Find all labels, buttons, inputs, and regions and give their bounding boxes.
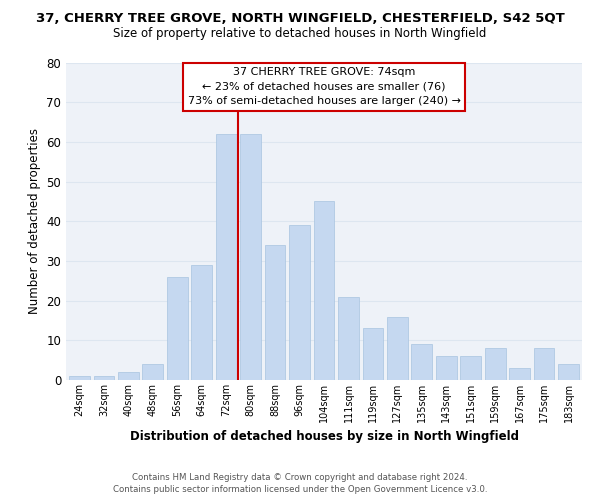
Bar [558,364,579,380]
Bar [460,356,481,380]
Bar [118,372,139,380]
Text: 37, CHERRY TREE GROVE, NORTH WINGFIELD, CHESTERFIELD, S42 5QT: 37, CHERRY TREE GROVE, NORTH WINGFIELD, … [35,12,565,26]
Bar [289,225,310,380]
X-axis label: Distribution of detached houses by size in North Wingfield: Distribution of detached houses by size … [130,430,518,444]
Bar [265,245,286,380]
Bar [338,296,359,380]
Text: 37 CHERRY TREE GROVE: 74sqm
← 23% of detached houses are smaller (76)
73% of sem: 37 CHERRY TREE GROVE: 74sqm ← 23% of det… [187,68,461,106]
Bar [436,356,457,380]
Bar [167,277,188,380]
Bar [69,376,90,380]
Bar [534,348,554,380]
Bar [216,134,236,380]
Bar [485,348,506,380]
Bar [142,364,163,380]
Bar [240,134,261,380]
Text: Contains HM Land Registry data © Crown copyright and database right 2024.
Contai: Contains HM Land Registry data © Crown c… [113,473,487,494]
Bar [362,328,383,380]
Bar [94,376,114,380]
Bar [191,265,212,380]
Text: Size of property relative to detached houses in North Wingfield: Size of property relative to detached ho… [113,28,487,40]
Bar [387,316,408,380]
Y-axis label: Number of detached properties: Number of detached properties [28,128,41,314]
Bar [509,368,530,380]
Bar [412,344,432,380]
Bar [314,202,334,380]
